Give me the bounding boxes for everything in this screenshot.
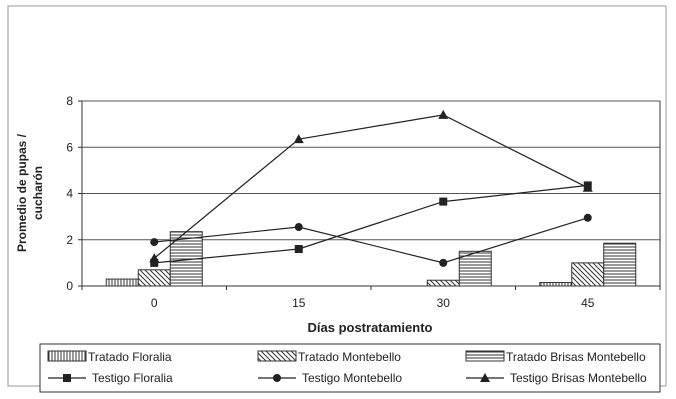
- bar: [137, 269, 171, 287]
- marker-circle: [273, 374, 281, 382]
- y-axis-label-line-1: Promedio de pupas /: [15, 133, 29, 252]
- bar: [571, 262, 605, 287]
- lines-layer: [149, 109, 593, 267]
- y-tick-label: 4: [66, 187, 73, 201]
- x-tick-label: 0: [151, 296, 158, 310]
- marker-square: [150, 258, 159, 267]
- axis-layer: 0 2 4 6 8 0 15 30 45: [66, 94, 661, 310]
- marker-triangle: [582, 182, 593, 192]
- chart-frame: [7, 5, 667, 387]
- x-tick-label: 30: [437, 296, 451, 310]
- legend-swatch: [257, 350, 297, 362]
- marker-circle: [439, 258, 448, 267]
- marker-square: [439, 197, 448, 206]
- marker-triangle: [293, 134, 304, 144]
- marker-triangle: [149, 253, 160, 263]
- legend-label: Tratado Montebello: [298, 350, 401, 364]
- bar: [539, 282, 573, 287]
- marker-circle: [583, 213, 592, 222]
- x-tick-label: 45: [581, 296, 595, 310]
- y-tick-label: 8: [66, 94, 73, 108]
- y-tick-label: 2: [66, 233, 73, 247]
- y-tick-label: 0: [66, 279, 73, 293]
- legend-label: Tratado Brisas Montebello: [506, 350, 646, 364]
- marker-triangle: [438, 109, 449, 119]
- legend-label: Testigo Floralia: [92, 371, 173, 385]
- marker-triangle: [480, 373, 490, 382]
- marker-square: [294, 245, 303, 253]
- x-tick-label: 15: [292, 296, 306, 310]
- marker-circle: [150, 238, 159, 247]
- x-axis-label: Días postratamiento: [308, 320, 433, 335]
- y-tick-label: 6: [66, 140, 73, 154]
- legend-box: [39, 343, 661, 393]
- bar: [105, 278, 139, 287]
- legend-label: Tratado Floralia: [88, 350, 172, 364]
- series-line: [154, 184, 588, 264]
- legend-swatch: [465, 350, 505, 362]
- series-line: [153, 114, 589, 259]
- series-line: [154, 217, 588, 264]
- legend-label: Testigo Montebello: [302, 371, 402, 385]
- legend: Tratado Floralia Tratado Montebello Tratad…: [39, 343, 661, 393]
- legend-label: Testigo Brisas Montebello: [510, 371, 647, 385]
- bar: [603, 242, 637, 287]
- bar: [426, 279, 460, 287]
- marker-circle: [294, 223, 303, 232]
- marker-square: [63, 374, 71, 382]
- legend-swatch: [47, 350, 87, 362]
- y-axis-label-line-2: cucharón: [31, 166, 45, 220]
